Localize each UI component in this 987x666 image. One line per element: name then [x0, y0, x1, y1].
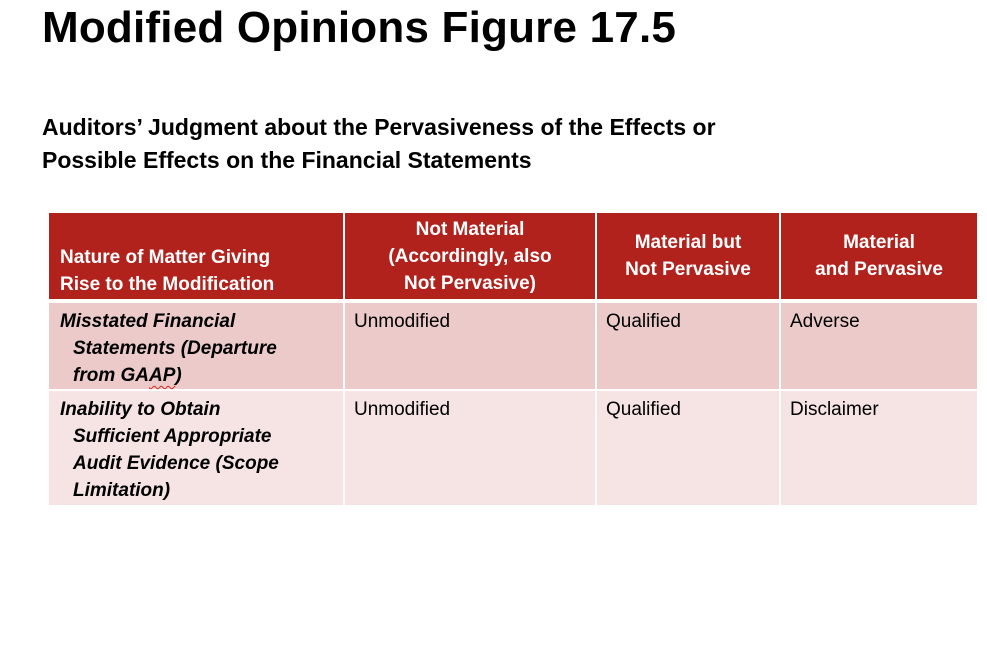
cell-opinion-not-material: Unmodified — [344, 390, 597, 507]
row-label-misstated-statements: Misstated Financial Statements (Departur… — [49, 301, 345, 391]
modified-opinions-table: Nature of Matter Giving Rise to the Modi… — [49, 213, 977, 507]
header-material-not-pervasive: Material but Not Pervasive — [596, 213, 781, 303]
header-not-material: Not Material (Accordingly, also Not Perv… — [344, 213, 597, 303]
cell-opinion-material-pervasive: Adverse — [780, 301, 977, 391]
spellcheck-underline: AP — [149, 365, 176, 386]
subtitle-line-2: Possible Effects on the Financial Statem… — [42, 147, 532, 173]
row-label-scope-limitation: Inability to Obtain Sufficient Appropria… — [49, 390, 345, 507]
cell-opinion-material-not-pervasive: Qualified — [596, 301, 781, 391]
cell-opinion-material-not-pervasive: Qualified — [596, 390, 781, 507]
slide-subtitle: Auditors’ Judgment about the Pervasivene… — [42, 111, 942, 177]
table-row-misstated-statements: Misstated Financial Statements (Departur… — [49, 301, 977, 391]
header-material-pervasive: Material and Pervasive — [780, 213, 977, 303]
cell-opinion-not-material: Unmodified — [344, 301, 597, 391]
table-header-row: Nature of Matter Giving Rise to the Modi… — [49, 213, 977, 303]
table-row-scope-limitation: Inability to Obtain Sufficient Appropria… — [49, 390, 977, 507]
header-nature-of-matter: Nature of Matter Giving Rise to the Modi… — [49, 213, 345, 303]
slide-title: Modified Opinions Figure 17.5 — [42, 3, 677, 52]
cell-opinion-material-pervasive: Disclaimer — [780, 390, 977, 507]
subtitle-line-1: Auditors’ Judgment about the Pervasivene… — [42, 114, 716, 140]
